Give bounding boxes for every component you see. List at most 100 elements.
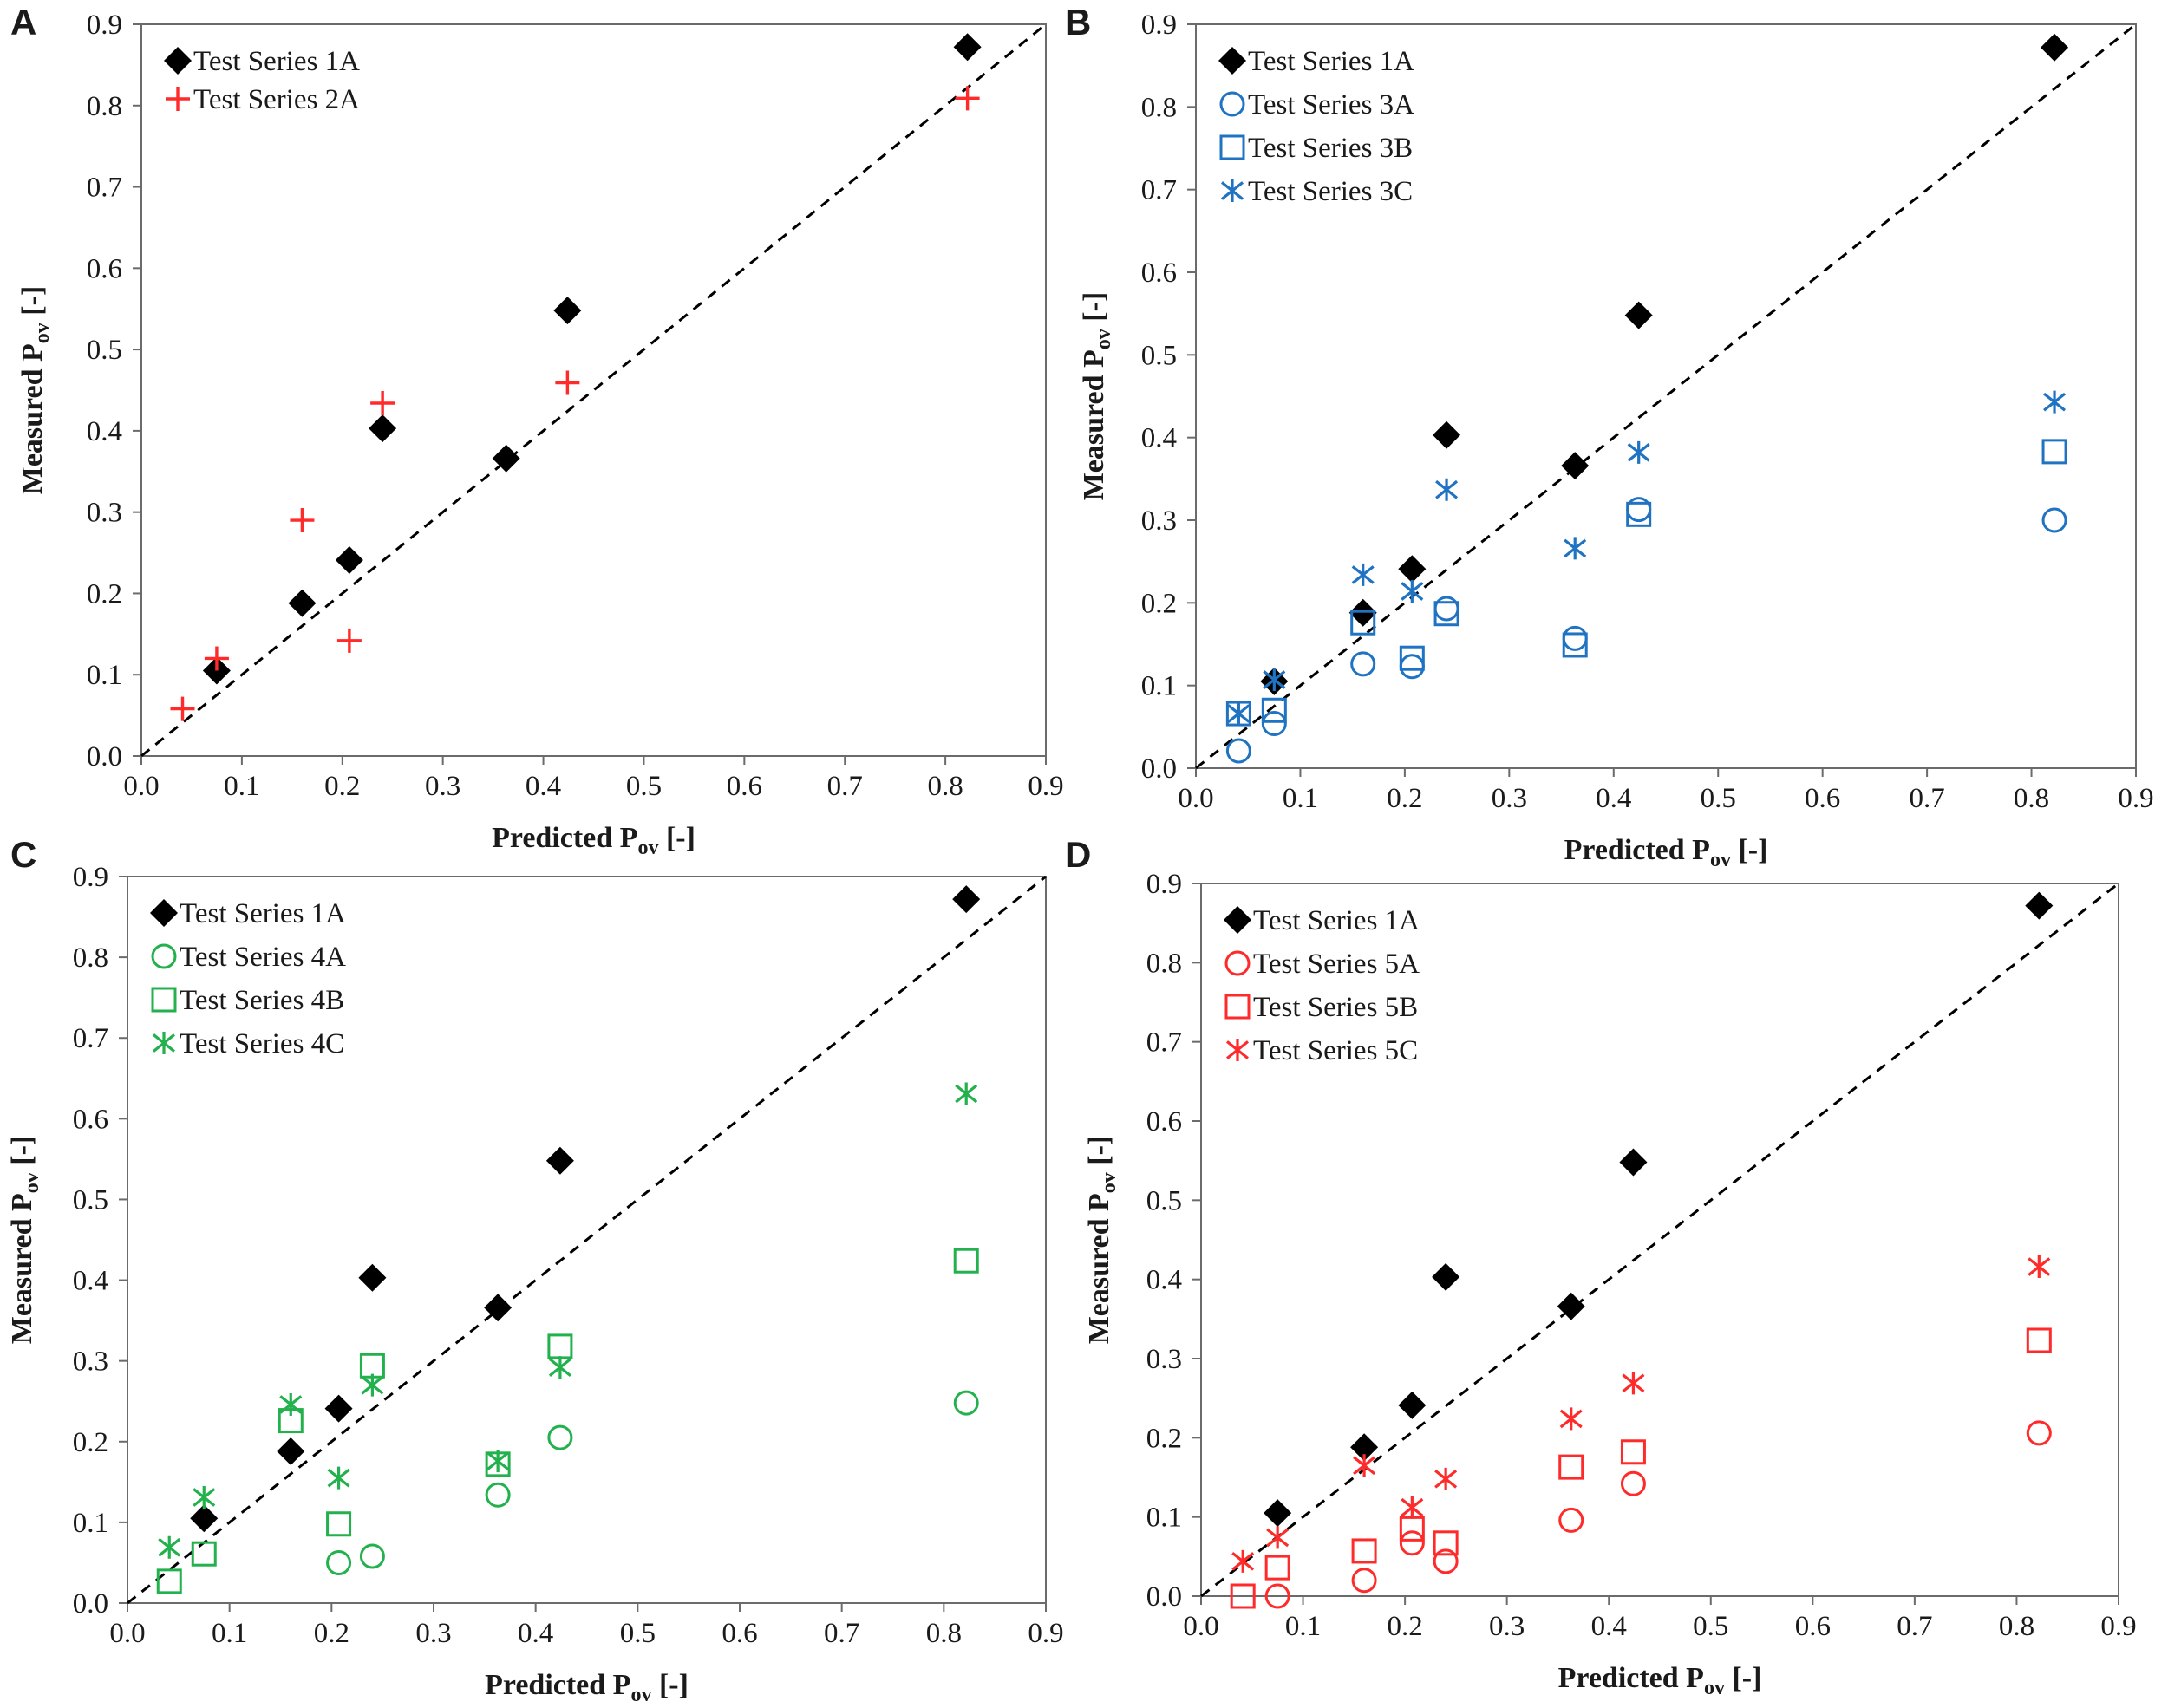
y-tick-label: 0.2 [1141, 588, 1177, 619]
y-tick-label: 0.1 [1146, 1503, 1182, 1534]
legend-label: Test Series 1A [180, 898, 346, 929]
y-axis-title: Measured Pov [-] [1078, 292, 1115, 501]
x-tick-label: 0.0 [109, 1618, 145, 1649]
data-point [2043, 390, 2067, 414]
y-tick-label: 0.4 [73, 1266, 108, 1297]
data-point [953, 33, 982, 62]
data-point [1433, 596, 1459, 622]
x-tick-label: 0.5 [1693, 1611, 1728, 1642]
x-tick-label: 0.0 [123, 771, 159, 802]
y-tick-label: 0.9 [73, 862, 108, 893]
x-tick-label: 0.8 [927, 771, 963, 802]
legend-label: Test Series 2A [193, 84, 360, 115]
data-point [1564, 537, 1587, 560]
data-point [1626, 497, 1652, 523]
series-test-series-4a [326, 1390, 979, 1575]
y-tick-label: 0.6 [73, 1104, 108, 1135]
y-tick-label: 0.8 [87, 91, 122, 122]
data-point [1266, 1526, 1290, 1549]
y-tick-label: 0.9 [87, 10, 122, 41]
y-tick-label: 0.9 [1141, 10, 1177, 41]
y-tick-label: 0.9 [1146, 869, 1182, 900]
legend-label: Test Series 4A [180, 942, 346, 973]
x-tick-label: 0.2 [1387, 1611, 1422, 1642]
x-tick-label: 0.8 [1999, 1611, 2034, 1642]
x-tick-label: 0.5 [626, 771, 662, 802]
data-point [953, 1248, 979, 1274]
panel-label: D [1065, 834, 1091, 875]
data-point [358, 1263, 387, 1292]
legend-label: Test Series 3B [1248, 133, 1413, 164]
data-point [1263, 668, 1286, 691]
data-point [2026, 1327, 2052, 1353]
data-point [1433, 1548, 1459, 1574]
x-tick-label: 0.2 [1387, 783, 1422, 814]
data-point [193, 1486, 216, 1509]
x-tick-label: 0.4 [1591, 1611, 1627, 1642]
series-test-series-5b [1230, 1327, 2052, 1609]
data-point [547, 1424, 573, 1450]
x-tick-label: 0.7 [827, 771, 863, 802]
y-tick-label: 0.0 [1141, 753, 1177, 785]
panel-label: C [10, 834, 36, 875]
data-point [1557, 1292, 1585, 1320]
series-test-series-1a [202, 33, 982, 685]
data-point [1399, 1530, 1425, 1556]
data-point [1627, 440, 1650, 464]
data-point [361, 1373, 384, 1397]
data-point [1561, 452, 1590, 480]
data-point [1432, 1262, 1460, 1291]
data-point [2025, 891, 2054, 920]
reference-line [1200, 882, 2119, 1598]
legend-marker [164, 47, 192, 75]
data-point [1351, 1568, 1377, 1594]
data-point [1350, 651, 1376, 677]
data-point [955, 1082, 978, 1105]
legend-label: Test Series 3C [1248, 176, 1413, 207]
series-test-series-4c [158, 1082, 978, 1559]
data-point [324, 1394, 353, 1423]
series-test-series-2a [170, 86, 980, 721]
x-tick-label: 0.1 [224, 771, 259, 802]
data-point [1433, 601, 1459, 627]
data-point [1351, 563, 1375, 586]
data-point [952, 885, 981, 914]
data-point [1264, 1555, 1290, 1581]
x-tick-label: 0.9 [1028, 771, 1063, 802]
x-tick-label: 0.2 [324, 771, 360, 802]
x-tick-label: 0.8 [926, 1618, 962, 1649]
panel-b: 0.0 0.1 0.2 0.3 0.4 0.5 0.6 0.7 0.8 0.9 0.0 0.1 0.2 0… [1065, 2, 2154, 871]
y-tick-label: 0.6 [1146, 1106, 1182, 1138]
data-point [1624, 301, 1653, 329]
series-test-series-5c [1231, 1255, 2051, 1573]
data-point [1227, 702, 1251, 726]
x-axis-title: Predicted Pov [-] [1564, 834, 1768, 871]
legend-marker [166, 87, 190, 111]
y-axis-title: Measured Pov [-] [6, 1136, 43, 1345]
y-tick-label: 0.5 [87, 335, 122, 366]
data-point [1622, 1372, 1645, 1395]
x-tick-label: 0.2 [314, 1618, 349, 1649]
x-axis-title: Predicted Pov [-] [492, 822, 695, 859]
data-point [190, 1504, 219, 1533]
x-tick-label: 0.6 [1805, 783, 1840, 814]
y-tick-label: 0.5 [1141, 340, 1177, 371]
x-tick-label: 0.7 [824, 1618, 859, 1649]
data-point [370, 391, 395, 416]
data-point [1626, 501, 1652, 527]
legend-marker [1224, 906, 1251, 934]
y-tick-label: 0.1 [87, 660, 122, 691]
legend-label: Test Series 4C [180, 1028, 344, 1059]
legend-marker [1224, 994, 1251, 1020]
x-tick-label: 0.0 [1183, 1611, 1218, 1642]
x-axis-title: Predicted Pov [-] [485, 1669, 689, 1706]
data-point [326, 1511, 352, 1537]
data-point [548, 1356, 571, 1379]
data-point [1435, 478, 1459, 501]
y-tick-label: 0.8 [1141, 92, 1177, 123]
y-tick-label: 0.4 [1141, 423, 1177, 454]
data-point [279, 1392, 303, 1416]
y-axis-title: Measured Pov [-] [1083, 1136, 1120, 1345]
legend-marker [153, 1032, 175, 1054]
data-point [191, 1541, 217, 1567]
